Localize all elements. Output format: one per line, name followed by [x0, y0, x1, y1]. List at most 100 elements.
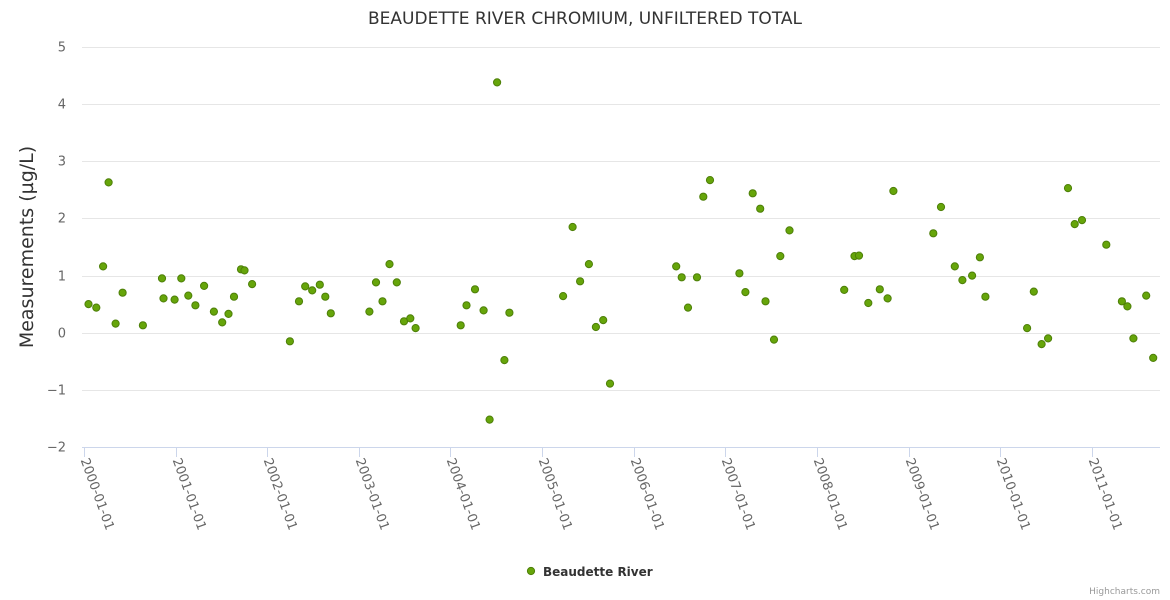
legend-item-beaudette-river[interactable]: Beaudette River [543, 565, 653, 579]
data-point[interactable] [229, 292, 239, 301]
data-point[interactable] [981, 292, 990, 301]
data-point[interactable] [1023, 324, 1032, 333]
data-point[interactable] [840, 285, 849, 294]
data-point[interactable] [968, 271, 977, 280]
data-point[interactable] [84, 300, 93, 309]
data-point[interactable] [559, 292, 568, 301]
data-point[interactable] [1129, 334, 1138, 343]
chart-title: BEAUDETTE RIVER CHROMIUM, UNFILTERED TOT… [368, 9, 802, 29]
data-point[interactable] [191, 301, 200, 310]
data-point[interactable] [294, 297, 304, 306]
data-point[interactable] [371, 278, 381, 287]
data-point[interactable] [385, 260, 394, 269]
data-point[interactable] [776, 252, 785, 261]
data-point[interactable] [285, 337, 294, 346]
data-point[interactable] [118, 288, 127, 297]
data-point[interactable] [138, 321, 147, 330]
data-point[interactable] [735, 269, 744, 278]
data-point[interactable] [741, 288, 750, 297]
data-point[interactable] [889, 186, 898, 196]
data-point[interactable] [864, 298, 873, 308]
legend[interactable]: Beaudette River [526, 565, 653, 579]
data-point[interactable] [224, 309, 233, 318]
data-point[interactable] [699, 192, 708, 201]
data-point[interactable] [315, 280, 324, 289]
data-point[interactable] [240, 266, 249, 275]
y-axis-title: Measurements (µg/L) [16, 146, 38, 348]
data-point[interactable] [1077, 216, 1087, 225]
y-tick-label: 2 [58, 212, 66, 227]
data-point[interactable] [479, 306, 488, 315]
data-point[interactable] [950, 262, 959, 271]
data-point[interactable] [1102, 240, 1111, 249]
data-point[interactable] [485, 415, 494, 424]
data-point[interactable] [1063, 184, 1073, 193]
data-point[interactable] [99, 262, 108, 271]
data-point[interactable] [975, 253, 985, 262]
y-tick-label: −2 [47, 441, 66, 456]
data-point[interactable] [365, 307, 374, 316]
data-point[interactable] [761, 297, 770, 306]
data-point[interactable] [209, 307, 218, 316]
data-point[interactable] [1037, 340, 1046, 349]
data-point[interactable] [157, 274, 167, 283]
data-point[interactable] [308, 286, 317, 295]
data-point[interactable] [411, 324, 420, 333]
data-point[interactable] [200, 281, 209, 290]
data-point[interactable] [462, 301, 471, 310]
data-point[interactable] [883, 294, 892, 303]
data-point[interactable] [692, 273, 702, 282]
gridlines [82, 47, 1160, 391]
data-point[interactable] [705, 176, 715, 185]
data-point[interactable] [1117, 297, 1127, 306]
data-point[interactable] [1029, 287, 1038, 296]
data-point[interactable] [958, 276, 967, 285]
data-point[interactable] [929, 229, 938, 238]
data-point[interactable] [854, 251, 864, 260]
data-point[interactable] [170, 295, 179, 304]
data-point[interactable] [875, 285, 884, 294]
data-point[interactable] [218, 318, 227, 327]
data-point[interactable] [92, 303, 101, 312]
data-point[interactable] [677, 273, 686, 282]
data-point[interactable] [568, 222, 577, 232]
data-point[interactable] [505, 308, 514, 317]
data-point[interactable] [378, 297, 387, 306]
data-point[interactable] [248, 280, 257, 289]
y-tick-label: 1 [58, 270, 66, 285]
data-point[interactable] [111, 319, 120, 328]
data-point[interactable] [301, 282, 310, 291]
data-point[interactable] [756, 204, 765, 213]
data-point[interactable] [748, 189, 757, 198]
data-point[interactable] [392, 278, 401, 287]
credits-link[interactable]: Highcharts.com [1089, 587, 1160, 597]
data-point[interactable] [1044, 334, 1053, 343]
data-point[interactable] [584, 260, 594, 269]
data-point[interactable] [104, 178, 113, 187]
data-point[interactable] [1123, 302, 1132, 311]
data-point[interactable] [470, 285, 480, 294]
data-point[interactable] [184, 291, 193, 300]
data-point[interactable] [1142, 291, 1151, 300]
data-point[interactable] [500, 356, 509, 365]
data-point[interactable] [493, 78, 502, 87]
data-point[interactable] [326, 309, 335, 318]
data-point[interactable] [936, 202, 946, 212]
data-point[interactable] [159, 294, 168, 303]
data-point[interactable] [672, 262, 681, 271]
data-point[interactable] [605, 379, 615, 388]
data-point[interactable] [785, 226, 794, 235]
data-point[interactable] [576, 277, 585, 286]
data-point[interactable] [1149, 353, 1158, 362]
data-point[interactable] [683, 303, 693, 312]
data-point[interactable] [599, 316, 608, 325]
data-point[interactable] [591, 322, 601, 332]
data-point[interactable] [177, 274, 186, 283]
data-point[interactable] [456, 321, 465, 330]
data-point[interactable] [1070, 220, 1079, 229]
data-point[interactable] [321, 292, 330, 301]
data-point[interactable] [769, 335, 779, 344]
data-point[interactable] [406, 314, 415, 323]
